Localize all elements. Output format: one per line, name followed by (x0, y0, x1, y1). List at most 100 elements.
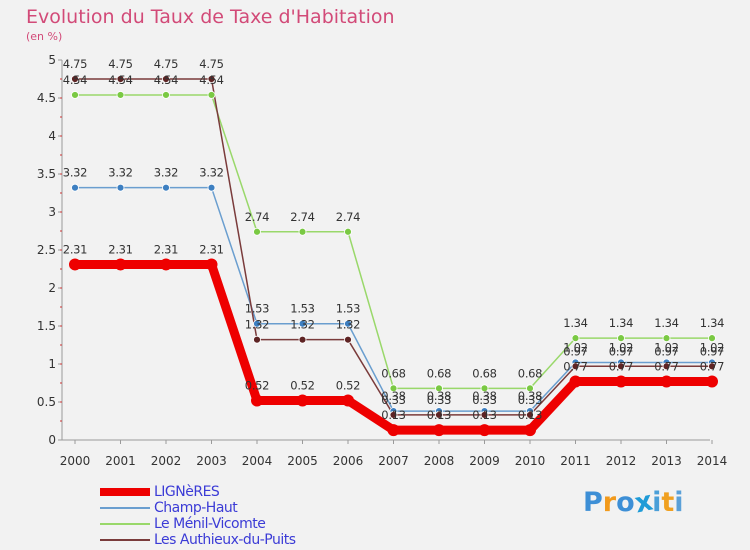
data-point (116, 183, 125, 192)
data-label: 1.53 (336, 302, 360, 316)
data-label: 0.68 (381, 366, 405, 380)
data-point (617, 362, 625, 371)
data-label: 0.38 (518, 389, 542, 403)
data-label: 1.34 (654, 316, 678, 330)
x-tick-label: 2011 (560, 454, 591, 468)
y-tick-label: 1 (48, 357, 56, 371)
legend-label: Champ-Haut (154, 500, 238, 516)
data-point (116, 75, 125, 83)
data-label: 2.31 (154, 242, 178, 256)
data-label: 1.02 (654, 340, 678, 354)
data-label: 2.74 (245, 210, 269, 224)
data-label: 2.31 (63, 242, 87, 256)
data-label: 4.54 (154, 73, 178, 87)
legend-swatch (100, 507, 150, 509)
data-label: 1.34 (700, 316, 724, 330)
x-tick-label: 2014 (697, 454, 728, 468)
data-point (662, 334, 671, 343)
logo-letter: P (583, 487, 603, 518)
data-point (253, 319, 261, 328)
data-label: 0.13 (472, 408, 496, 422)
data-label: 2.31 (199, 242, 223, 256)
data-label: 1.02 (609, 340, 633, 354)
data-label: 1.34 (609, 316, 633, 330)
data-point (69, 258, 81, 271)
y-tick-label: 1.5 (37, 319, 56, 333)
data-point (387, 424, 400, 437)
data-point (478, 424, 491, 437)
data-label: 0.68 (518, 366, 542, 380)
legend-item: Champ-Haut (100, 500, 296, 516)
data-label: 2.74 (290, 210, 314, 224)
data-label: 3.32 (199, 166, 223, 180)
data-point (660, 375, 673, 388)
data-label: 4.54 (108, 73, 132, 87)
data-point (298, 335, 307, 344)
data-label: 4.54 (199, 73, 223, 87)
data-label: 0.33 (381, 393, 405, 407)
x-tick-label: 2005 (287, 454, 318, 468)
data-point (207, 75, 216, 83)
data-point (571, 334, 580, 343)
data-label: 3.32 (154, 166, 178, 180)
data-label: 0.38 (381, 389, 405, 403)
data-point (71, 91, 79, 99)
data-point (162, 91, 170, 99)
data-label: 4.75 (108, 57, 132, 71)
data-point (116, 91, 125, 99)
data-point (207, 183, 216, 192)
legend-swatch (100, 488, 150, 496)
data-label: 0.77 (700, 359, 724, 373)
data-label: 0.52 (245, 378, 269, 392)
legend-item: LIGNèRES (100, 484, 296, 500)
data-label: 0.77 (654, 359, 678, 373)
data-label: 1.02 (563, 340, 587, 354)
data-label: 1.34 (563, 316, 587, 330)
data-point (389, 384, 398, 393)
data-label: 0.33 (427, 393, 451, 407)
data-point (662, 362, 671, 371)
x-tick-label: 2000 (60, 454, 91, 468)
x-tick-label: 2002 (151, 454, 182, 468)
y-tick-label: 0.5 (37, 395, 56, 409)
data-label: 0.97 (563, 344, 587, 358)
data-label: 0.97 (609, 344, 633, 358)
data-point (207, 91, 216, 99)
legend-label: Le Ménil-Vicomte (154, 516, 266, 532)
data-point (296, 394, 309, 407)
logo-letter: r (602, 487, 617, 518)
data-label: 4.54 (63, 73, 87, 87)
data-label: 1.32 (245, 318, 269, 332)
data-label: 0.13 (518, 408, 542, 422)
data-label: 0.33 (472, 393, 496, 407)
legend-label: Les Authieux-du-Puits (154, 532, 296, 548)
x-tick-label: 2013 (651, 454, 682, 468)
data-label: 0.68 (472, 366, 496, 380)
chart-subtitle: (en %) (26, 30, 63, 43)
data-point (162, 75, 170, 83)
x-tick-label: 2003 (196, 454, 227, 468)
data-label: 1.53 (290, 302, 314, 316)
y-tick-label: 3.5 (37, 167, 56, 181)
data-label: 1.32 (290, 318, 314, 332)
data-point (253, 335, 261, 344)
data-point (617, 334, 625, 343)
data-point (162, 183, 170, 192)
logo-letter: t (661, 487, 675, 518)
data-label: 0.52 (336, 378, 360, 392)
x-tick-label: 2001 (105, 454, 136, 468)
data-point (615, 375, 627, 388)
y-tick-label: 2 (48, 281, 56, 295)
data-point (480, 411, 489, 419)
x-tick-label: 2004 (242, 454, 273, 468)
data-label: 0.38 (427, 389, 451, 403)
data-point (435, 411, 443, 419)
data-point (435, 384, 443, 393)
x-tick-label: 2010 (515, 454, 546, 468)
data-point (708, 334, 716, 343)
data-label: 0.77 (563, 359, 587, 373)
data-label: 2.31 (108, 242, 132, 256)
data-label: 3.32 (63, 166, 87, 180)
data-label: 4.75 (154, 57, 178, 71)
